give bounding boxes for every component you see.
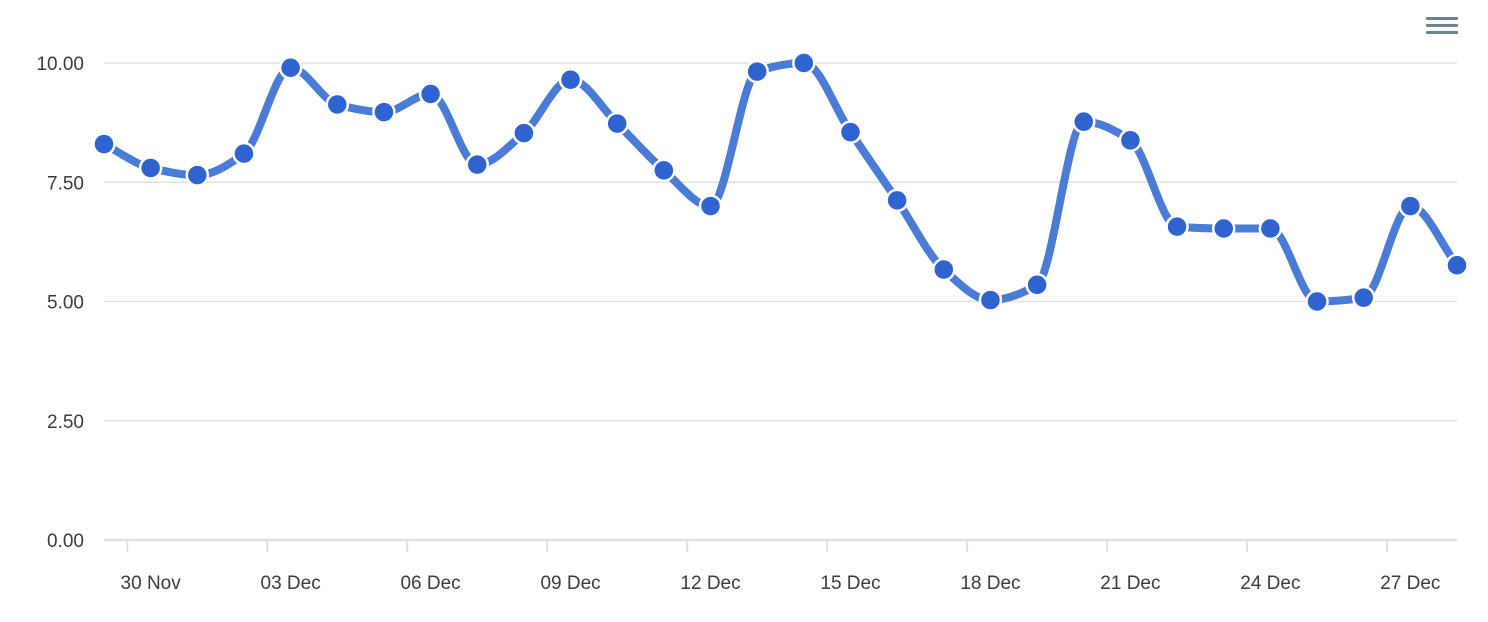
data-point-marker[interactable]: 08 Dec: 8.53: [512, 121, 536, 145]
menu-bar: [1426, 31, 1458, 34]
data-point-marker[interactable]: 28 Dec: 5.76: [1445, 253, 1469, 277]
x-tick-label: 21 Dec: [1100, 573, 1160, 594]
data-point-marker[interactable]: 03 Dec: 9.9: [278, 56, 303, 80]
y-tick-label: 2.50: [47, 412, 84, 433]
x-tick-label: 24 Dec: [1240, 573, 1300, 594]
x-tick-label: 15 Dec: [820, 573, 880, 594]
data-point-marker[interactable]: 16 Dec: 7.12: [885, 188, 909, 213]
data-point-marker[interactable]: 23 Dec: 6.53: [1211, 216, 1236, 241]
x-tick-label: 30 Nov: [121, 573, 182, 594]
data-point-marker[interactable]: 13 Dec: 9.82: [745, 59, 769, 84]
x-tick-label: 18 Dec: [960, 573, 1020, 594]
data-point-marker[interactable]: 02 Dec: 8.1: [232, 141, 256, 166]
x-tick-label: 06 Dec: [400, 573, 460, 594]
x-tick-label: 12 Dec: [680, 573, 740, 594]
data-point-marker[interactable]: 18 Dec: 5.03: [978, 288, 1003, 312]
data-point-marker[interactable]: 07 Dec: 7.87: [465, 152, 489, 177]
marker-layer[interactable]: 29 Nov: 8.3 30 Nov: 7.8 01 Dec: 7.65 02 Dec…: [92, 51, 1469, 314]
data-point-marker[interactable]: 01 Dec: 7.65: [185, 163, 210, 187]
data-point-marker[interactable]: 26 Dec: 5.08: [1351, 285, 1376, 310]
data-point-marker[interactable]: 25 Dec: 5: [1305, 289, 1329, 314]
data-point-marker[interactable]: 12 Dec: 7: [698, 194, 723, 218]
menu-bar: [1426, 24, 1458, 27]
data-point-marker[interactable]: 21 Dec: 8.38: [1118, 128, 1143, 153]
data-point-marker[interactable]: 29 Nov: 8.3: [92, 132, 116, 156]
data-point-marker[interactable]: 30 Nov: 7.8: [138, 156, 163, 180]
x-tick-label: 27 Dec: [1380, 573, 1440, 594]
menu-bar: [1426, 17, 1458, 20]
data-point-marker[interactable]: 11 Dec: 7.75: [652, 158, 676, 183]
data-point-marker[interactable]: 27 Dec: 7: [1398, 194, 1423, 218]
data-point-marker[interactable]: 24 Dec: 6.53: [1258, 216, 1283, 241]
y-tick-label: 5.00: [47, 293, 84, 314]
x-axis: 30 Nov 03 Dec 06 Dec 09 Dec 12 Dec 15 Dec 18 D…: [104, 538, 1457, 594]
data-point-marker[interactable]: 15 Dec: 8.55: [838, 120, 863, 144]
y-tick-label: 10.00: [36, 54, 84, 75]
data-point-marker[interactable]: 10 Dec: 8.73: [605, 111, 629, 136]
data-point-marker[interactable]: 06 Dec: 9.35: [418, 82, 443, 106]
data-point-marker[interactable]: 14 Dec: 10: [792, 51, 816, 75]
data-point-marker[interactable]: 05 Dec: 8.97: [372, 100, 396, 124]
data-point-marker[interactable]: 20 Dec: 8.77: [1072, 109, 1096, 134]
data-point-marker[interactable]: 19 Dec: 5.35: [1025, 273, 1049, 297]
data-point-marker[interactable]: 17 Dec: 5.67: [932, 257, 956, 282]
y-tick-label: 0.00: [47, 531, 84, 552]
y-axis: 0.00 2.50 5.00 7.50 10.00: [36, 54, 84, 552]
y-tick-label: 7.50: [47, 173, 84, 194]
x-tick-label: 03 Dec: [261, 573, 321, 594]
data-point-marker[interactable]: 04 Dec: 9.13: [325, 92, 350, 117]
data-point-marker[interactable]: 09 Dec: 9.65: [558, 67, 583, 92]
hamburger-menu-icon[interactable]: [1422, 14, 1462, 42]
data-point-marker[interactable]: 22 Dec: 6.57: [1165, 214, 1189, 239]
grid-layer: [104, 62, 1457, 422]
x-tick-label: 09 Dec: [540, 573, 600, 594]
